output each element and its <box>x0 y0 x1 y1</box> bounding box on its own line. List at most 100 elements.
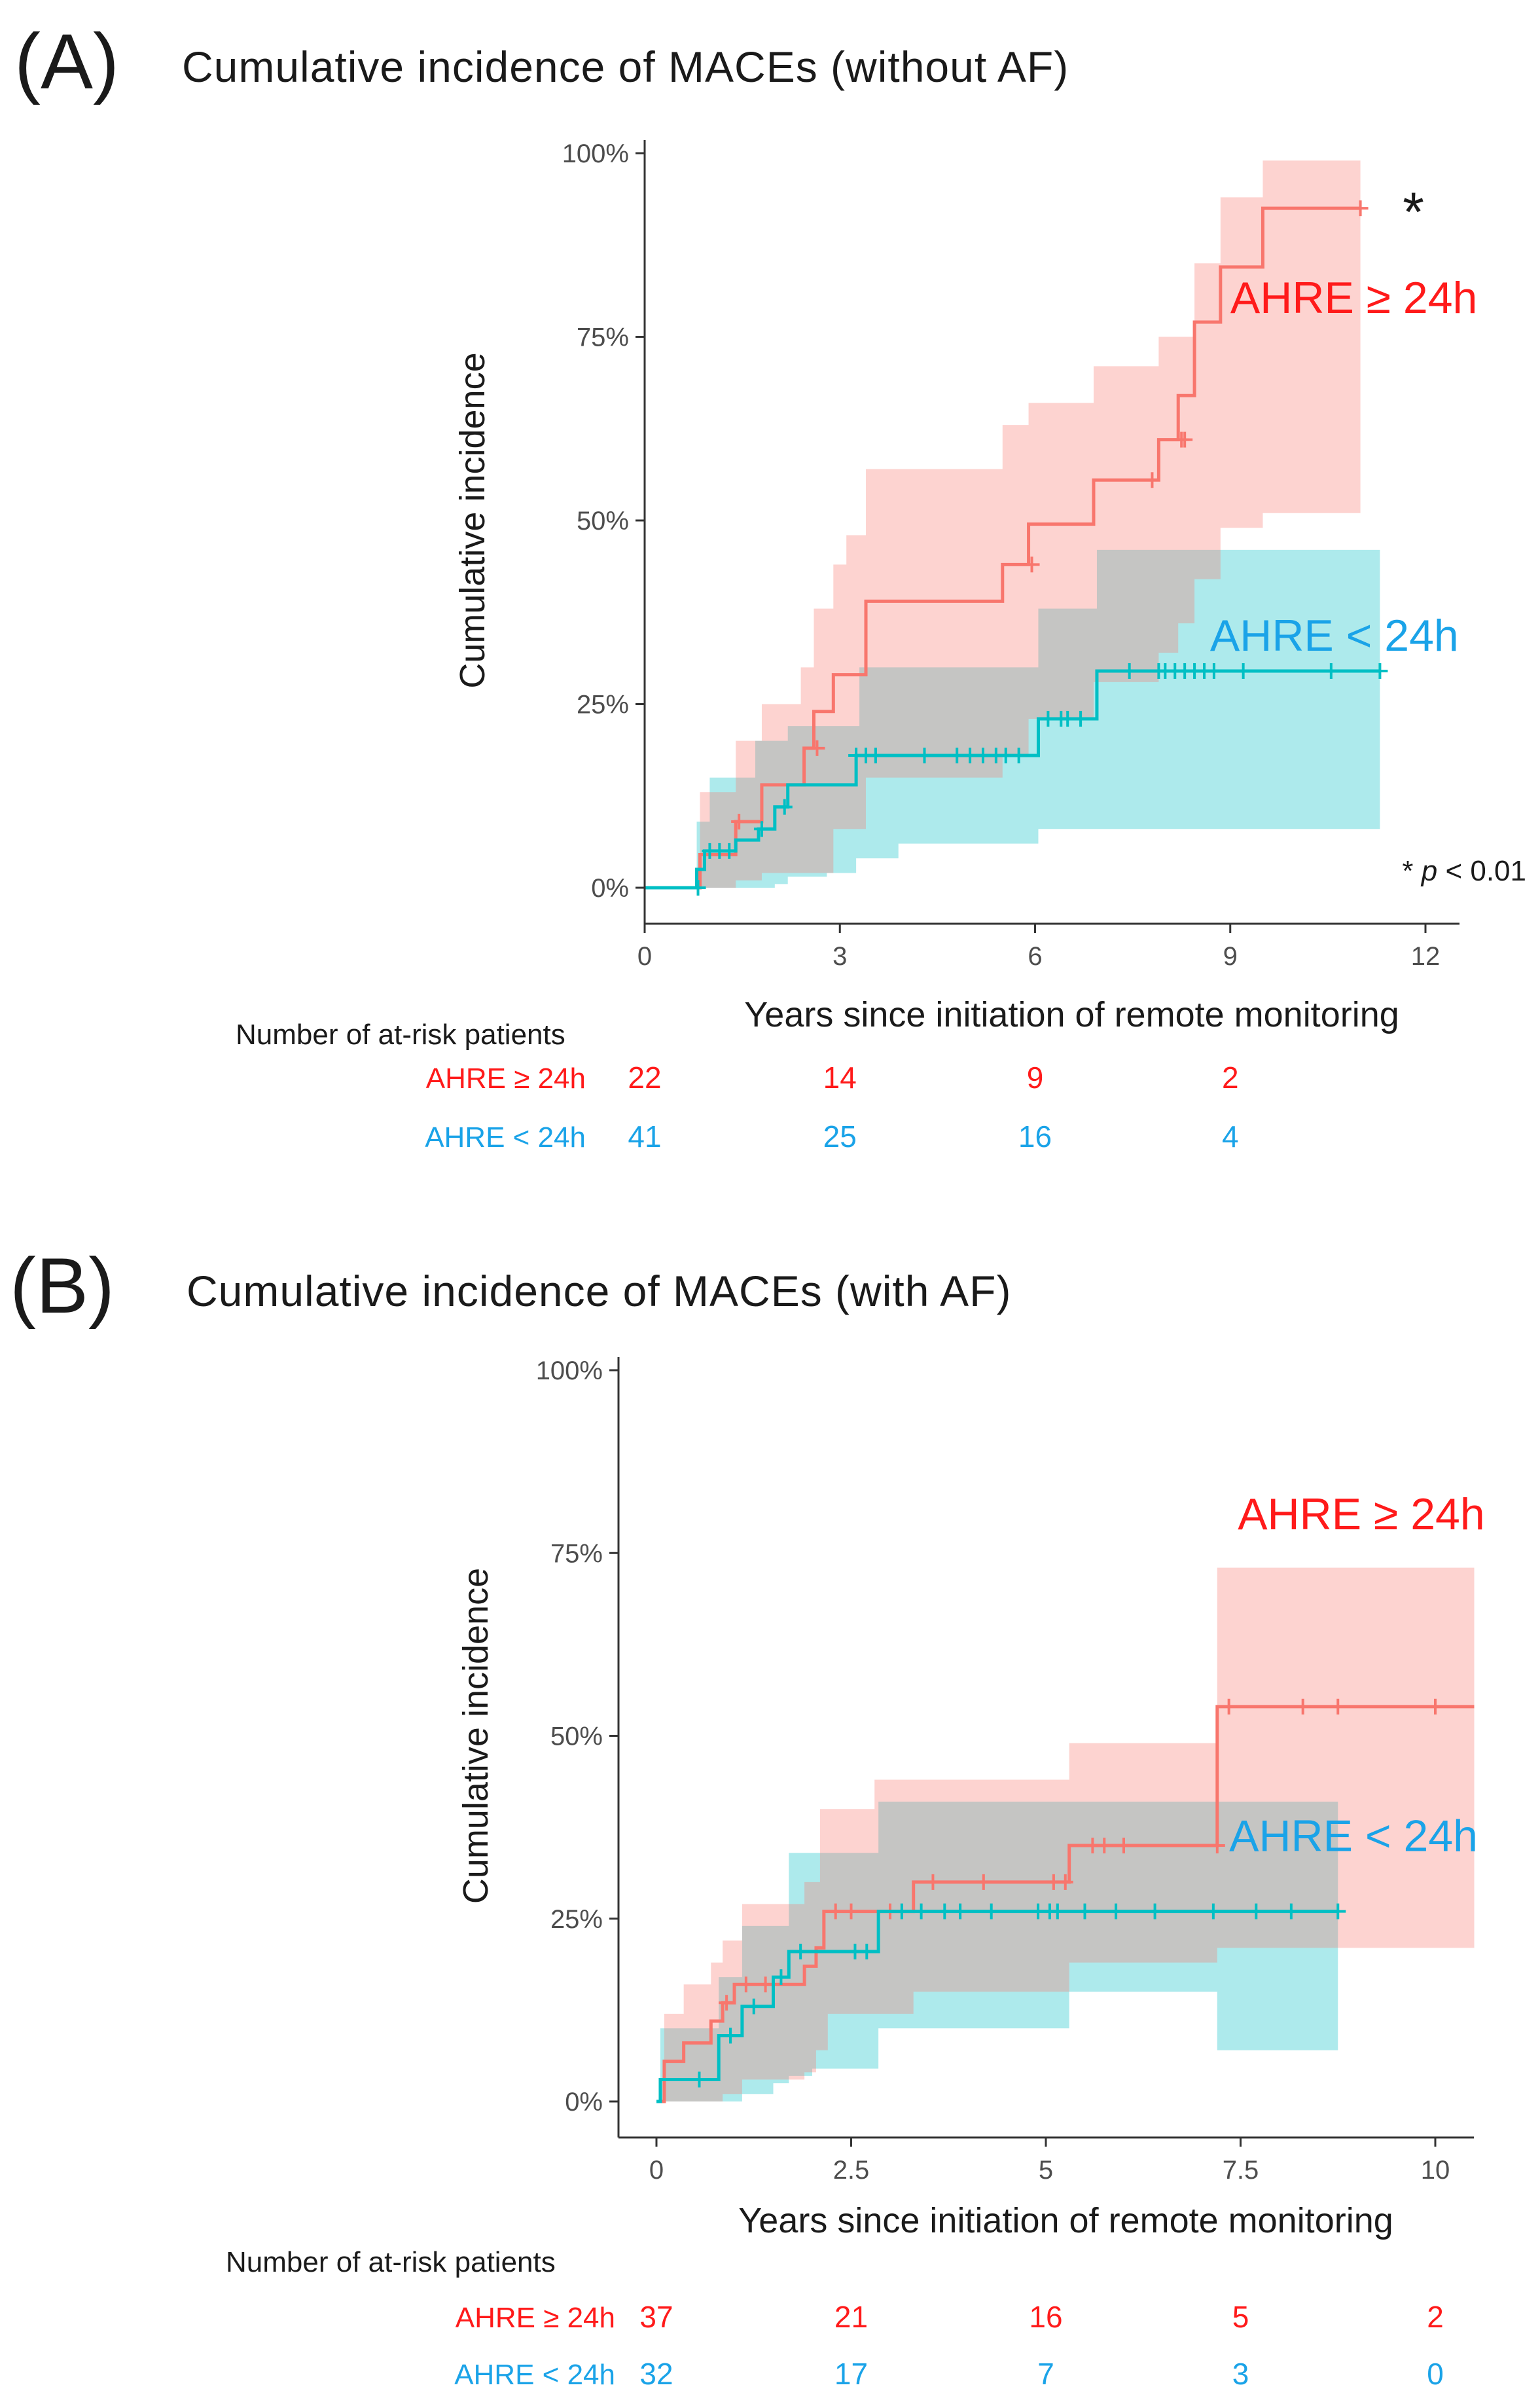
series-annotation: AHRE < 24h <box>1210 611 1459 661</box>
y-tick-label: 75% <box>550 1539 603 1568</box>
censor-mark-low <box>893 1903 910 1919</box>
risk-table-value: 16 <box>1018 1119 1052 1154</box>
risk-table-value: 22 <box>628 1061 661 1095</box>
p-value-prefix: * <box>1402 855 1421 887</box>
censor-mark-high <box>1209 1838 1225 1854</box>
series-line-high <box>645 206 1361 890</box>
risk-table-row-label: AHRE < 24h <box>454 2359 615 2391</box>
x-tick-label: 9 <box>1223 942 1238 971</box>
risk-table-value: 25 <box>823 1119 857 1154</box>
censor-mark-low <box>753 821 770 837</box>
x-axis-label: Years since initiation of remote monitor… <box>738 2201 1393 2240</box>
censor-mark-high <box>1144 472 1160 488</box>
censor-mark-high <box>1295 1698 1311 1715</box>
ci-band-high <box>656 1567 1475 2101</box>
censor-mark-high <box>1024 556 1040 573</box>
censor-mark-high <box>809 740 825 756</box>
censor-mark-low <box>1235 663 1251 680</box>
x-tick-label: 6 <box>1028 942 1042 971</box>
risk-table-row-label: AHRE ≥ 24h <box>426 1063 586 1095</box>
censor-mark-high <box>1352 200 1369 217</box>
censor-mark-low <box>1248 1903 1264 1919</box>
y-axis-label: Cumulative incidence <box>456 1568 495 1904</box>
censor-mark-low <box>1049 1903 1065 1919</box>
risk-table-value: 17 <box>834 2357 868 2391</box>
p-value-suffix: < 0.01 <box>1437 855 1526 887</box>
censor-mark-high <box>719 1995 735 2011</box>
risk-table-title: Number of at-risk patients <box>236 1019 565 1051</box>
y-tick-label: 0% <box>591 874 629 903</box>
x-axis-label: Years since initiation of remote monitor… <box>744 995 1399 1034</box>
risk-table-title: Number of at-risk patients <box>226 2246 556 2278</box>
series-line-low <box>645 669 1380 890</box>
y-tick-label: 25% <box>577 691 629 719</box>
censor-mark-low <box>913 1903 929 1919</box>
censor-mark-low <box>793 1944 809 1960</box>
censor-mark-high <box>1177 431 1193 448</box>
risk-table-value: 14 <box>823 1061 857 1095</box>
risk-table-value: 5 <box>1232 2300 1249 2334</box>
censor-mark-high <box>1330 1698 1346 1715</box>
panel-1: (B) Cumulative incidence of MACEs (with A… <box>10 1242 1485 2391</box>
risk-table-value: 2 <box>1427 2300 1444 2334</box>
censor-mark-high <box>1057 1874 1073 1890</box>
x-tick-label: 2.5 <box>833 2156 870 2185</box>
censor-mark-high <box>1116 1838 1132 1854</box>
x-tick-label: 0 <box>649 2156 664 2185</box>
panel-letter: (A) <box>14 18 119 105</box>
panel-letter: (B) <box>10 1242 115 1330</box>
censor-mark-low <box>723 2027 739 2044</box>
risk-table-value: 4 <box>1222 1119 1239 1154</box>
censor-mark-high <box>975 1874 992 1890</box>
censor-mark-high <box>1427 1698 1443 1715</box>
censor-mark-low <box>691 2071 707 2088</box>
risk-table-value: 16 <box>1029 2300 1062 2334</box>
censor-mark-high <box>757 1976 774 1993</box>
censor-mark-low <box>1121 663 1137 680</box>
censor-mark-high <box>827 1903 844 1919</box>
censor-mark-low <box>1011 748 1027 764</box>
censor-mark-low <box>1108 1903 1124 1919</box>
series-annotation: AHRE ≥ 24h <box>1238 1489 1485 1539</box>
x-tick-label: 0 <box>637 942 652 971</box>
censor-mark-high <box>843 1903 859 1919</box>
risk-table-value: 37 <box>639 2300 673 2334</box>
ci-band-low <box>645 549 1380 888</box>
risk-table-value: 3 <box>1232 2357 1249 2391</box>
risk-table-value: 21 <box>834 2300 868 2334</box>
ci-band-low <box>656 1802 1338 2101</box>
censor-mark-low <box>1283 1903 1299 1919</box>
censor-mark-high <box>925 1874 941 1890</box>
p-value-symbol: p <box>1420 855 1437 887</box>
panel-title: Cumulative incidence of MACEs (with AF) <box>187 1267 1011 1315</box>
censor-mark-low <box>1330 1903 1346 1919</box>
y-tick-label: 100% <box>562 139 629 168</box>
censor-mark-low <box>916 748 933 764</box>
censor-mark-high <box>731 814 747 830</box>
censor-mark-low <box>773 1969 789 1986</box>
y-tick-label: 25% <box>550 1905 603 1934</box>
series-annotation: AHRE < 24h <box>1229 1811 1478 1861</box>
censor-mark-low <box>859 1944 875 1960</box>
x-tick-label: 5 <box>1039 2156 1053 2185</box>
y-tick-label: 100% <box>536 1356 603 1385</box>
censor-mark-low <box>1205 1903 1221 1919</box>
series-line-high <box>656 1705 1475 2103</box>
censor-mark-low <box>1077 1903 1093 1919</box>
censor-mark-low <box>1147 1903 1163 1919</box>
censor-mark-low <box>690 880 706 896</box>
censor-mark-low <box>952 1903 969 1919</box>
series-annotation: AHRE ≥ 24h <box>1230 273 1478 323</box>
y-axis-label: Cumulative incidence <box>453 352 492 688</box>
y-tick-label: 50% <box>577 507 629 536</box>
x-tick-label: 3 <box>833 942 847 971</box>
risk-table-value: 9 <box>1027 1061 1044 1095</box>
y-tick-label: 75% <box>577 323 629 352</box>
censor-mark-low <box>937 1903 953 1919</box>
panel-0: (A) Cumulative incidence of MACEs (withou… <box>14 18 1526 1154</box>
censor-mark-low <box>867 748 884 764</box>
x-tick-label: 7.5 <box>1223 2156 1259 2185</box>
risk-table-row-label: AHRE < 24h <box>425 1121 586 1154</box>
censor-mark-low <box>745 1998 762 2014</box>
risk-table-value: 7 <box>1037 2357 1054 2391</box>
